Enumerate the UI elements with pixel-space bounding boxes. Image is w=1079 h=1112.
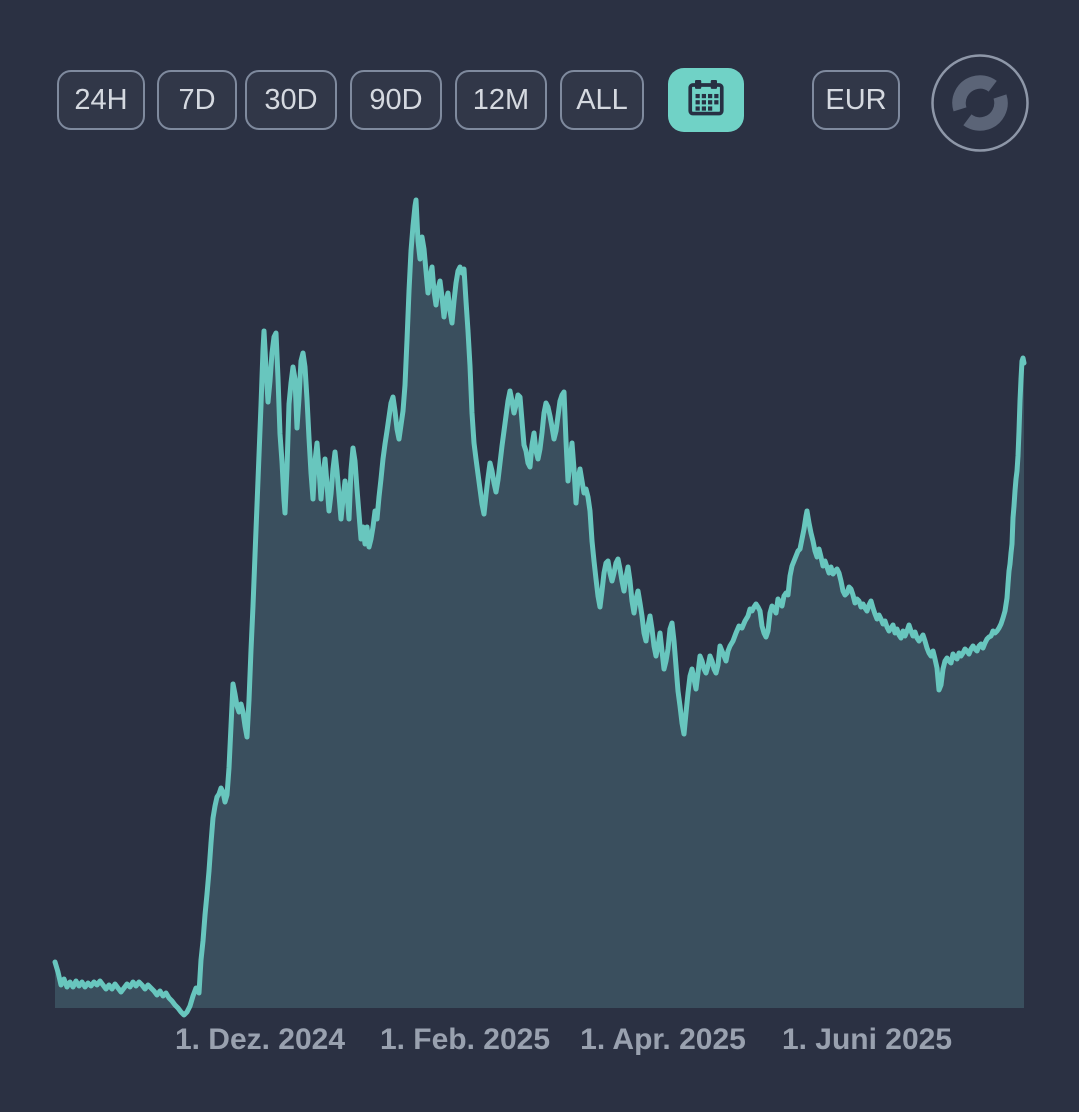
range-button-90d[interactable]: 90D	[350, 70, 442, 130]
currency-selector-button[interactable]: EUR	[812, 70, 900, 130]
donut-chart-icon	[930, 54, 1030, 157]
chart-style-button[interactable]	[930, 53, 1030, 153]
range-button-12m[interactable]: 12M	[455, 70, 547, 130]
range-button-24h[interactable]: 24H	[57, 70, 145, 130]
range-button-30d[interactable]: 30D	[245, 70, 337, 130]
chart-area-fill	[55, 200, 1024, 1008]
range-button-7d[interactable]: 7D	[157, 70, 237, 130]
chart-line	[52, 197, 1027, 1018]
range-button-all[interactable]: ALL	[560, 70, 644, 130]
chart-toolbar: 24H 7D 30D 90D 12M ALL EUR	[0, 0, 1079, 160]
calendar-icon	[684, 76, 728, 125]
custom-date-range-button[interactable]	[668, 68, 744, 132]
